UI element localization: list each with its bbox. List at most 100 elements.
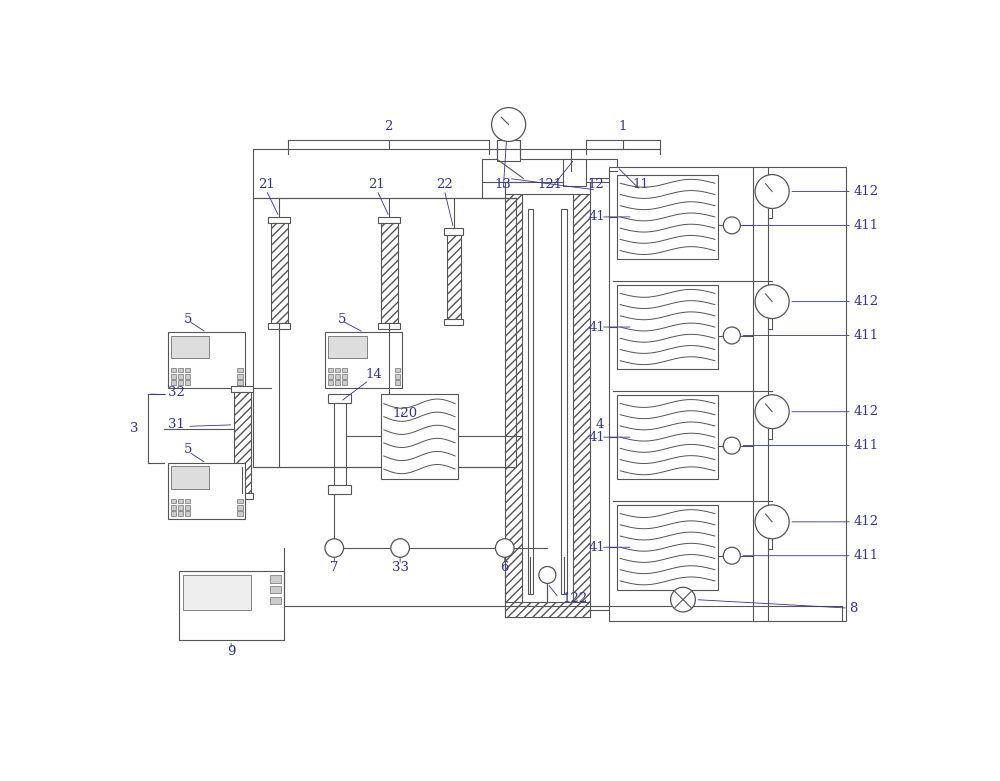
Text: 41: 41 (589, 210, 606, 223)
Bar (617, 175, 718, 259)
Bar (231, 493, 253, 499)
Text: 6: 6 (501, 561, 509, 574)
Bar (342, 368, 347, 373)
Text: 2: 2 (384, 119, 393, 133)
Bar (563, 159, 586, 186)
Bar (237, 368, 243, 373)
Text: 32: 32 (168, 386, 184, 399)
Bar (609, 167, 846, 621)
Circle shape (755, 505, 789, 539)
Text: 12: 12 (588, 178, 605, 191)
Bar (237, 511, 243, 515)
Bar (482, 159, 617, 182)
Bar (328, 394, 351, 403)
Bar (183, 575, 251, 610)
Circle shape (492, 108, 526, 141)
Bar (185, 505, 190, 509)
Bar (179, 571, 284, 640)
Bar (185, 374, 190, 379)
Bar (270, 586, 281, 594)
Text: 120: 120 (392, 407, 418, 419)
Circle shape (671, 587, 695, 612)
Bar (378, 323, 400, 330)
Bar (328, 380, 333, 385)
Circle shape (325, 539, 344, 558)
Circle shape (755, 175, 789, 209)
Bar (342, 380, 347, 385)
Circle shape (723, 437, 740, 454)
Bar (271, 223, 288, 323)
Bar (178, 380, 183, 385)
Bar (171, 511, 176, 515)
Text: 3: 3 (130, 423, 139, 435)
Text: 41: 41 (589, 540, 606, 554)
Bar (328, 374, 333, 379)
Bar (505, 178, 522, 617)
Bar (237, 380, 243, 385)
Text: 412: 412 (854, 185, 879, 198)
Text: 8: 8 (850, 601, 858, 615)
Bar (444, 319, 463, 326)
Text: 5: 5 (338, 313, 346, 326)
Bar (342, 374, 347, 379)
Bar (395, 374, 400, 379)
Bar (253, 198, 516, 467)
Bar (617, 505, 718, 590)
Bar (171, 505, 176, 509)
Bar (381, 394, 458, 479)
Text: 411: 411 (854, 439, 879, 452)
Text: 411: 411 (854, 549, 879, 562)
Bar (237, 374, 243, 379)
Bar (168, 463, 245, 519)
Text: 411: 411 (854, 219, 879, 232)
Bar (237, 499, 243, 504)
Bar (335, 380, 340, 385)
Bar (178, 505, 183, 509)
Circle shape (755, 394, 789, 429)
Bar (328, 485, 351, 494)
Text: 41: 41 (589, 430, 606, 444)
Bar (171, 499, 176, 504)
Bar (171, 368, 176, 373)
Circle shape (391, 539, 409, 558)
Bar (171, 336, 209, 358)
Bar (178, 374, 183, 379)
Text: 5: 5 (184, 443, 193, 456)
Bar (328, 368, 333, 373)
Bar (268, 323, 290, 330)
Bar (528, 209, 533, 594)
Bar (505, 602, 590, 617)
Text: 14: 14 (365, 369, 382, 381)
Text: 412: 412 (854, 515, 879, 528)
Circle shape (723, 547, 740, 564)
Bar (617, 285, 718, 369)
Bar (178, 499, 183, 504)
Bar (171, 466, 209, 489)
Text: 7: 7 (330, 561, 338, 574)
Text: 412: 412 (854, 405, 879, 419)
Bar (237, 505, 243, 509)
Text: 21: 21 (258, 178, 274, 191)
Text: 13: 13 (495, 178, 512, 191)
Bar (378, 217, 400, 223)
Bar (185, 499, 190, 504)
Bar (617, 394, 718, 480)
Bar (381, 223, 398, 323)
Bar (335, 374, 340, 379)
Circle shape (539, 566, 556, 583)
Bar (325, 333, 402, 388)
Bar (270, 597, 281, 604)
Text: 412: 412 (854, 295, 879, 308)
Bar (335, 368, 340, 373)
Text: 1: 1 (618, 119, 627, 133)
Text: 21: 21 (368, 178, 385, 191)
Text: 33: 33 (392, 561, 409, 574)
Bar (573, 178, 590, 617)
Text: 22: 22 (436, 178, 453, 191)
Circle shape (755, 285, 789, 319)
Bar (185, 380, 190, 385)
Circle shape (723, 217, 740, 234)
Bar (447, 234, 461, 319)
Circle shape (495, 539, 514, 558)
Bar (395, 380, 400, 385)
